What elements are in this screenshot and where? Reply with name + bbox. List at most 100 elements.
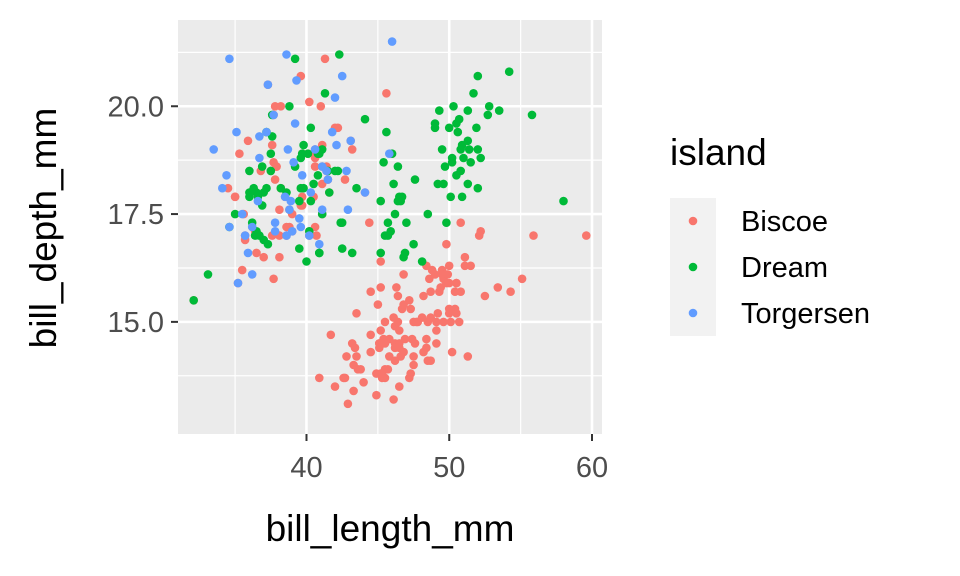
legend-label-torgersen: Torgersen [741,298,870,330]
point-dream [453,127,463,137]
point-biscoe [342,352,351,361]
point-dream [313,171,323,180]
point-dream [245,166,254,176]
legend-label-dream: Dream [741,252,828,284]
point-dream [410,175,420,184]
x-axis: 40 50 60 [290,434,608,484]
point-dream [409,239,418,249]
point-dream [285,102,294,111]
point-biscoe [352,309,361,318]
point-torgersen [323,175,333,184]
point-dream [463,106,473,115]
point-biscoe [419,291,428,301]
point-dream [266,166,276,176]
point-dream [402,218,411,227]
point-biscoe [392,283,401,292]
point-dream [335,50,344,59]
point-dream [299,183,308,193]
point-dream [399,252,408,262]
point-biscoe [405,373,414,383]
point-biscoe [454,317,464,327]
x-axis-title: bill_length_mm [266,508,515,549]
point-dream [417,257,427,266]
legend-key-torgersen [688,308,698,318]
point-dream [255,231,264,240]
point-biscoe [439,317,448,327]
point-biscoe [350,343,360,353]
legend-key-biscoe [688,216,698,226]
point-biscoe [275,252,284,262]
point-biscoe [446,317,456,327]
point-biscoe [230,192,240,202]
point-dream [449,102,458,111]
point-torgersen [343,205,353,214]
point-biscoe [417,313,427,322]
point-dream [389,179,398,189]
point-dream [290,54,300,64]
point-biscoe [480,291,490,301]
y-axis-title: bill_depth_mm [23,108,64,349]
point-torgersen [255,132,264,141]
point-dream [473,145,483,154]
point-biscoe [399,270,408,279]
point-dream [457,192,467,202]
point-torgersen [295,214,304,223]
point-dream [309,179,318,189]
point-biscoe [310,162,320,171]
point-biscoe [433,309,443,318]
point-dream [456,166,466,176]
point-dream [527,110,537,120]
point-torgersen [342,166,351,176]
point-biscoe [395,382,404,391]
point-biscoe [399,347,408,357]
point-biscoe [380,339,390,348]
point-biscoe [359,378,368,387]
point-torgersen [387,37,397,46]
point-torgersen [330,93,340,102]
point-biscoe [276,102,286,111]
point-dream [257,162,267,171]
point-biscoe [400,334,410,344]
point-dream [376,248,386,258]
point-biscoe [493,283,503,292]
point-biscoe [393,317,403,327]
point-dream [203,270,213,279]
point-biscoe [442,239,451,249]
point-biscoe [330,382,340,391]
point-biscoe [406,304,416,314]
point-dream [435,106,444,115]
point-biscoe [267,140,277,150]
point-dream [454,114,464,124]
point-torgersen [385,149,394,158]
point-biscoe [390,356,400,366]
point-torgersen [263,80,273,89]
point-biscoe [312,231,321,240]
point-torgersen [305,231,314,240]
point-torgersen [297,171,307,180]
point-dream [295,196,304,206]
x-tick-label: 60 [576,452,608,484]
point-dream [299,140,308,150]
y-tick-label: 15.0 [108,307,164,339]
point-dream [347,248,357,258]
point-torgersen [322,166,331,176]
point-biscoe [243,136,253,146]
point-dream [249,183,258,193]
point-dream [504,67,514,76]
point-biscoe [270,175,280,184]
point-torgersen [315,239,324,249]
point-biscoe [395,326,404,335]
point-torgersen [327,127,337,137]
point-biscoe [450,287,460,297]
point-torgersen [317,205,327,214]
point-dream [360,114,370,124]
point-biscoe [305,97,314,107]
point-biscoe [389,395,398,404]
point-torgersen [287,227,297,236]
point-biscoe [422,343,431,353]
point-biscoe [326,330,336,340]
point-biscoe [340,175,350,184]
point-torgersen [240,231,250,240]
point-torgersen [360,188,370,197]
